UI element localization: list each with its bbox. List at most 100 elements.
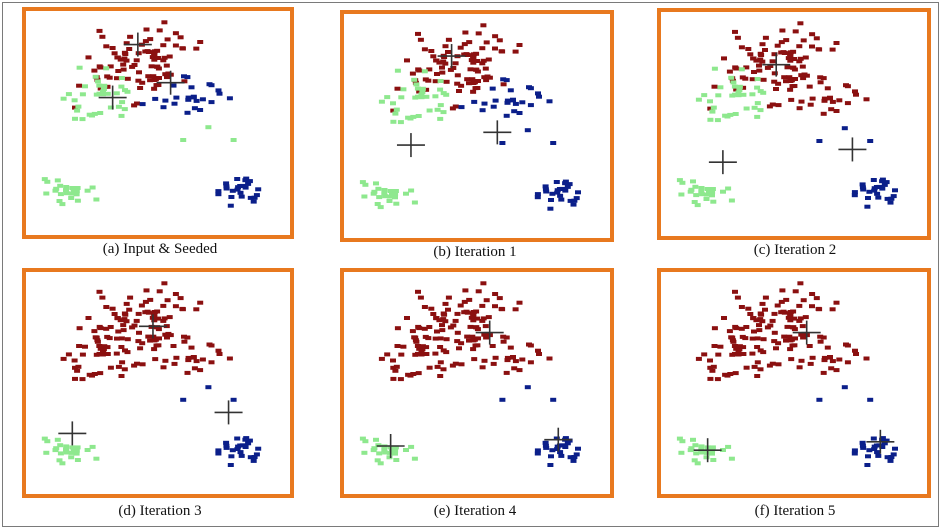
data-point xyxy=(151,86,158,91)
data-point xyxy=(162,72,169,77)
data-point xyxy=(120,323,127,328)
data-point xyxy=(467,67,474,72)
data-point xyxy=(715,93,722,98)
data-point xyxy=(711,344,718,348)
data-point xyxy=(879,186,886,191)
data-point xyxy=(393,458,400,462)
data-point xyxy=(562,188,569,193)
data-point xyxy=(118,374,125,378)
data-point xyxy=(756,328,763,333)
data-point xyxy=(227,203,234,208)
data-point xyxy=(678,450,685,455)
data-point xyxy=(99,92,106,97)
data-point xyxy=(57,451,64,456)
data-point xyxy=(883,438,890,443)
data-point xyxy=(184,370,191,375)
data-point xyxy=(199,357,206,362)
data-point xyxy=(118,336,125,341)
data-point xyxy=(127,295,134,300)
data-point xyxy=(173,355,180,360)
centroid-marker xyxy=(58,421,87,446)
data-point xyxy=(558,197,565,202)
data-point xyxy=(96,28,103,33)
data-point xyxy=(394,344,401,348)
data-point xyxy=(738,326,745,331)
data-point xyxy=(809,292,816,296)
data-point xyxy=(871,447,878,451)
data-point xyxy=(148,64,155,69)
data-point xyxy=(156,336,162,341)
data-point xyxy=(246,179,253,184)
data-point xyxy=(570,458,577,463)
data-point xyxy=(790,325,797,330)
data-point xyxy=(771,71,778,76)
data-point xyxy=(766,363,773,368)
data-point xyxy=(185,358,192,363)
data-point xyxy=(469,334,476,339)
data-point xyxy=(91,329,98,334)
data-point xyxy=(769,318,776,323)
data-point xyxy=(762,48,768,52)
data-point xyxy=(543,445,550,450)
data-point xyxy=(119,100,126,105)
data-point xyxy=(771,52,778,57)
data-point xyxy=(888,455,895,459)
data-point xyxy=(456,346,462,351)
data-point xyxy=(133,58,140,63)
data-point xyxy=(461,310,468,315)
data-point xyxy=(382,194,389,199)
data-point xyxy=(732,29,738,34)
data-point xyxy=(404,316,410,320)
data-point xyxy=(184,75,191,80)
data-point xyxy=(121,311,128,316)
data-point xyxy=(151,338,158,343)
data-point xyxy=(892,446,898,451)
data-point xyxy=(714,377,721,382)
data-point xyxy=(534,192,541,197)
data-point xyxy=(131,363,138,368)
data-point xyxy=(504,98,511,103)
data-point xyxy=(798,99,805,104)
data-point xyxy=(458,341,465,346)
data-point xyxy=(470,60,477,65)
data-point xyxy=(860,187,867,192)
data-point xyxy=(492,98,499,103)
data-point xyxy=(798,332,805,337)
data-point xyxy=(467,324,474,329)
data-point xyxy=(550,397,557,402)
data-point xyxy=(571,198,578,203)
data-point xyxy=(172,43,179,48)
data-point xyxy=(524,385,531,390)
data-point xyxy=(499,397,506,402)
data-point xyxy=(171,101,178,106)
data-point xyxy=(118,76,125,80)
data-point xyxy=(490,361,497,366)
data-point xyxy=(409,329,416,334)
data-point xyxy=(890,194,897,199)
data-point xyxy=(63,444,70,449)
data-point xyxy=(185,97,192,102)
data-point xyxy=(736,88,743,92)
data-point xyxy=(426,365,433,370)
data-point xyxy=(136,70,142,75)
data-point xyxy=(238,194,245,199)
data-point xyxy=(135,51,142,56)
data-point xyxy=(120,328,127,333)
data-point xyxy=(452,318,459,323)
data-point xyxy=(179,46,186,51)
data-point xyxy=(799,324,806,329)
data-point xyxy=(156,289,163,294)
data-point xyxy=(172,304,179,309)
data-point xyxy=(454,81,461,86)
data-point xyxy=(480,23,487,28)
data-point xyxy=(473,325,480,330)
data-point xyxy=(458,362,465,367)
data-point xyxy=(151,311,158,316)
data-point xyxy=(504,355,511,360)
data-point xyxy=(425,336,432,341)
data-point xyxy=(542,187,549,192)
scatter-plot-b xyxy=(359,23,581,211)
data-point xyxy=(180,138,187,142)
data-point xyxy=(779,28,786,33)
data-point xyxy=(387,189,394,193)
